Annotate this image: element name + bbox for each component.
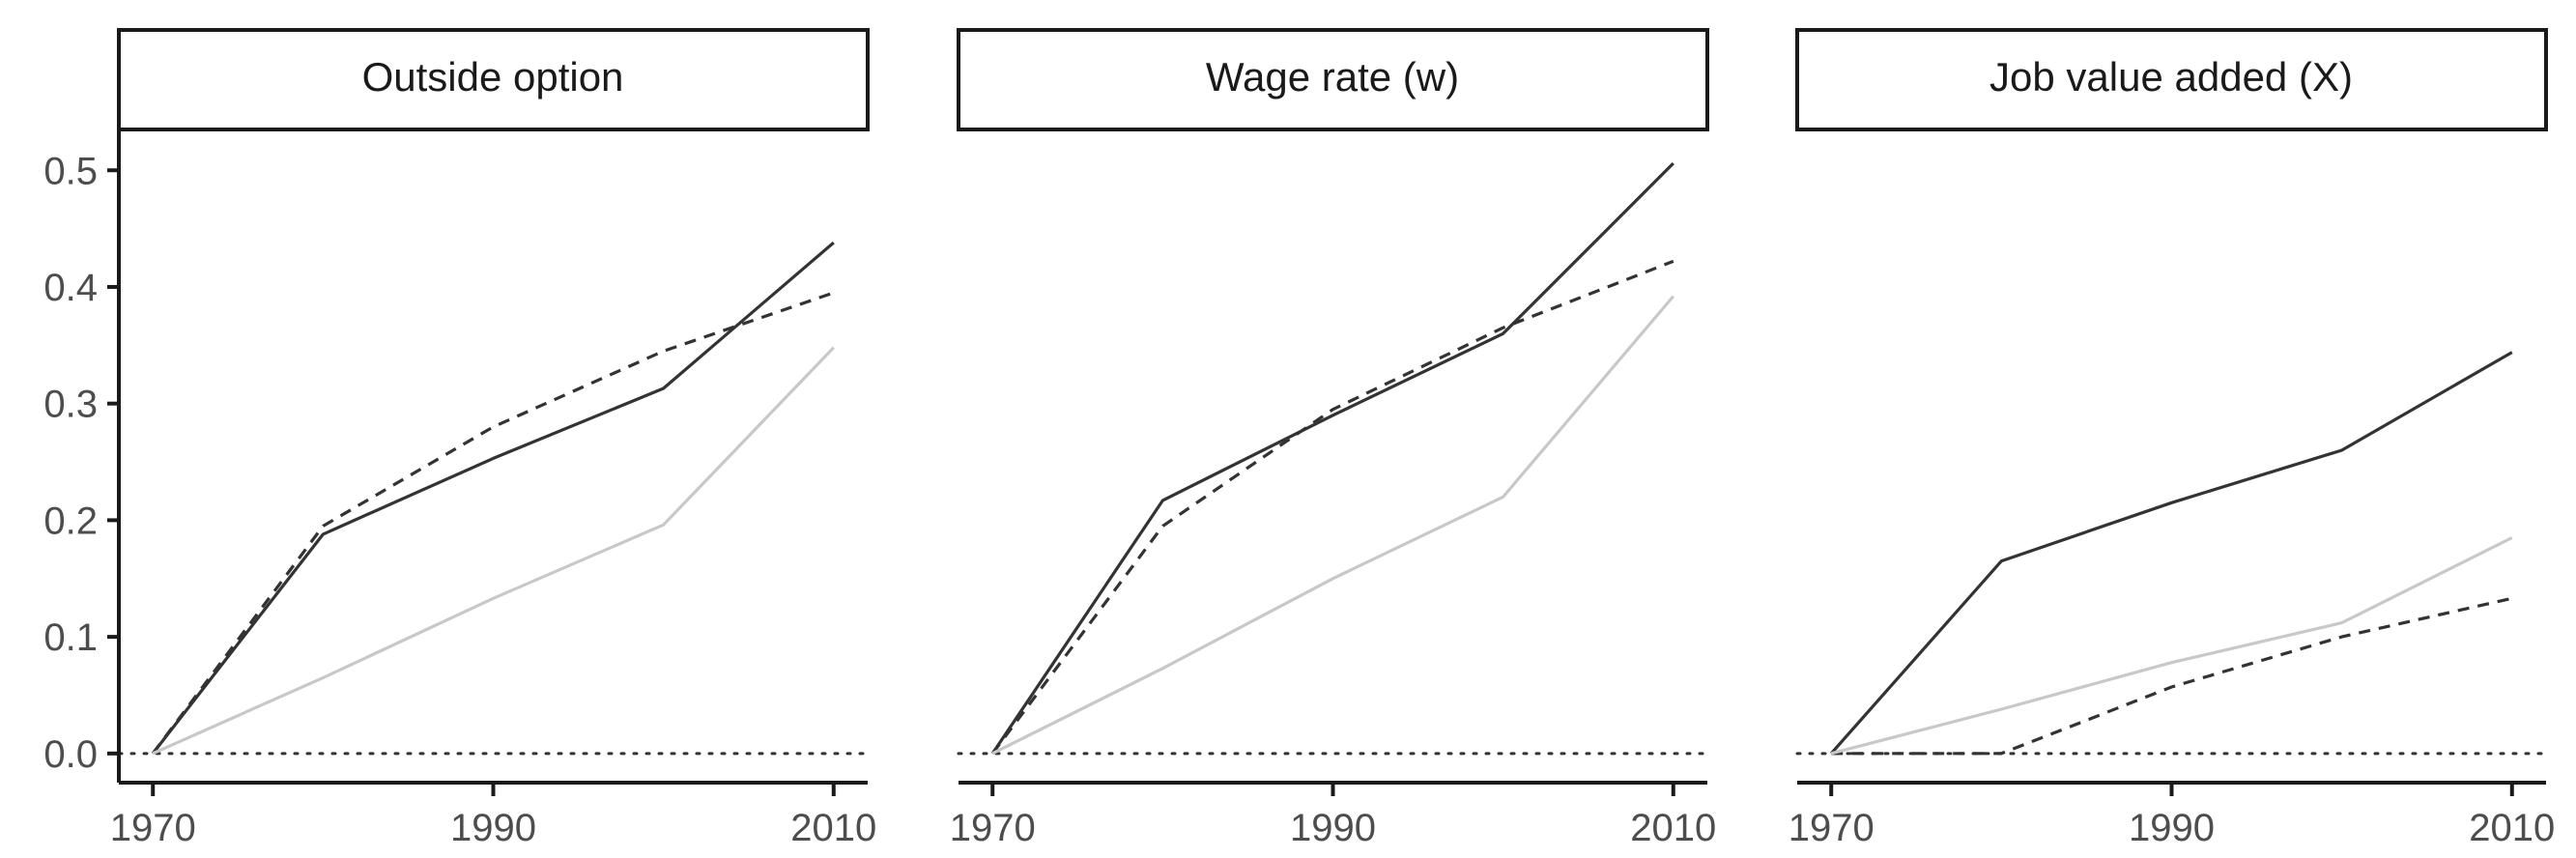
x-tick-label: 1990 bbox=[1290, 807, 1376, 849]
y-tick-label: 0.1 bbox=[43, 616, 98, 659]
x-tick-label: 1970 bbox=[950, 807, 1036, 849]
panel-outside-option: Outside option 1970 1990 2010 bbox=[110, 28, 876, 849]
panel-plot-1: 1970 1990 2010 bbox=[950, 161, 1716, 849]
x-tick-label: 2010 bbox=[790, 807, 876, 849]
series-line-solid-light bbox=[991, 295, 1675, 756]
y-tick-label: 0.0 bbox=[43, 733, 98, 776]
series-line-solid-dark bbox=[1830, 351, 2513, 755]
panel-plot-2: 1970 1990 2010 bbox=[1789, 351, 2555, 849]
panel-strip-job-value-added bbox=[1795, 28, 2548, 131]
series-line-solid-light bbox=[1830, 536, 2513, 756]
y-tick-label: 0.2 bbox=[43, 500, 98, 542]
panel-strip-wage-rate bbox=[957, 28, 1709, 131]
x-tick-label: 1990 bbox=[450, 807, 536, 849]
x-tick-label: 2010 bbox=[2469, 807, 2555, 849]
series-line-solid-light bbox=[152, 346, 835, 756]
panel-plot-0: 1970 1990 2010 bbox=[110, 241, 876, 849]
x-tick-label: 1970 bbox=[110, 807, 196, 849]
x-tick-label: 2010 bbox=[1630, 807, 1716, 849]
y-tick-label: 0.4 bbox=[43, 267, 98, 309]
series-line-dashed-dark bbox=[1831, 596, 2513, 756]
panel-wage-rate: Wage rate (w) 1970 1990 2010 bbox=[950, 28, 1716, 849]
panel-title-outside-option: Outside option bbox=[362, 54, 624, 100]
panel-title-job-value-added: Job value added (X) bbox=[1989, 54, 2353, 100]
panel-title-wage-rate: Wage rate (w) bbox=[1206, 54, 1459, 100]
panel-job-value-added: Job value added (X) 1970 1990 2010 bbox=[1789, 28, 2555, 849]
series-line-solid-dark bbox=[990, 161, 1674, 755]
series-line-solid-dark bbox=[151, 241, 835, 755]
y-tick-label: 0.5 bbox=[43, 150, 98, 192]
y-axis: 0.0 0.1 0.2 0.3 0.4 0.5 bbox=[43, 129, 121, 783]
series-line-dashed-dark bbox=[990, 259, 1674, 755]
y-tick-label: 0.3 bbox=[43, 384, 98, 426]
panel-strip-outside-option bbox=[117, 28, 870, 131]
x-tick-label: 1970 bbox=[1789, 807, 1875, 849]
series-line-dashed-dark bbox=[151, 291, 835, 755]
x-tick-label: 1990 bbox=[2129, 807, 2215, 849]
